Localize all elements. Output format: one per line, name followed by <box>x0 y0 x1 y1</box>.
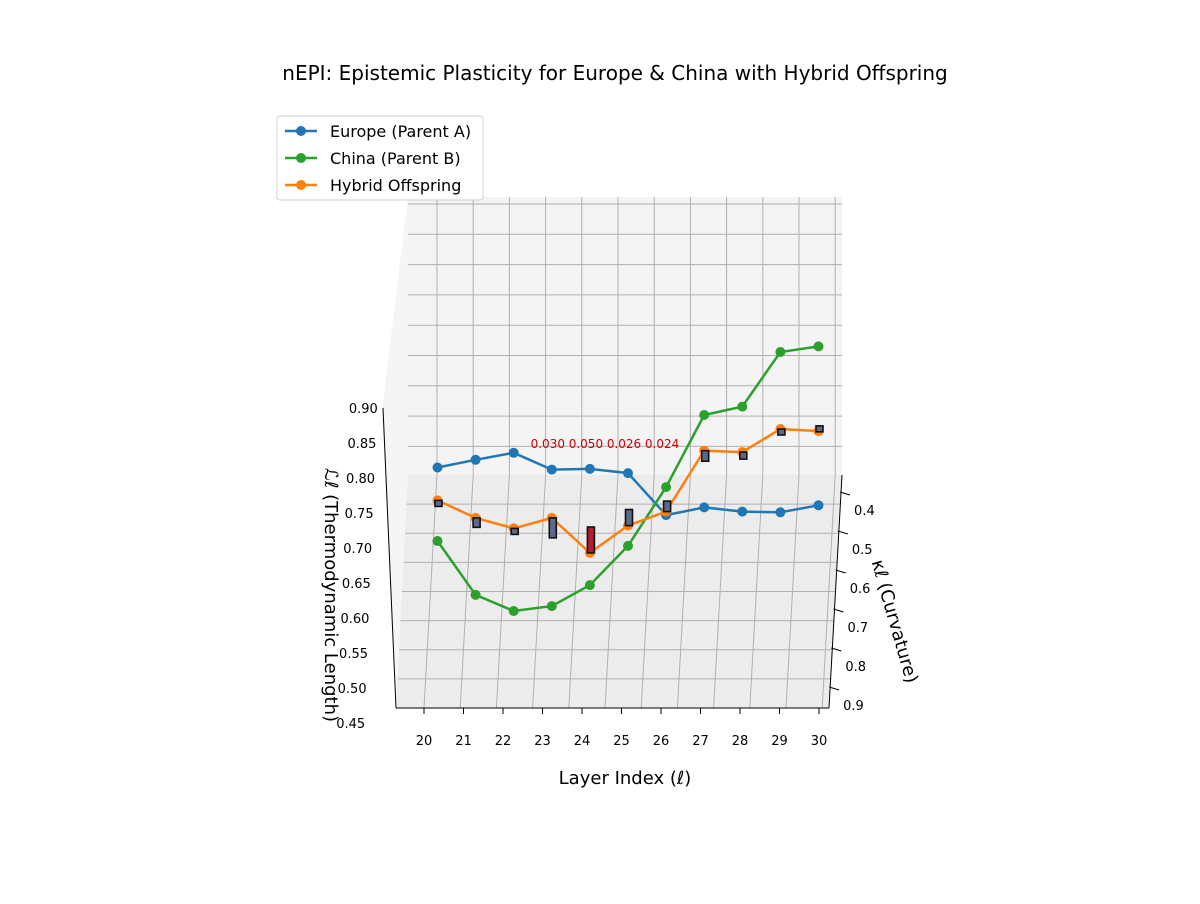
plasticity-bar <box>548 517 558 539</box>
kappa-tick <box>833 608 844 613</box>
axis-lines <box>382 407 843 709</box>
x-tick-label: 20 <box>416 734 433 749</box>
x-tick-label: 24 <box>574 734 591 749</box>
kappa-axis-label: κℓ (Curvature) <box>867 557 922 685</box>
z-tick-label: 0.55 <box>339 647 368 662</box>
grid-lines <box>397 197 842 709</box>
series-point <box>775 347 786 357</box>
series-point <box>432 536 443 546</box>
annotations: 0.030 0.050 0.026 0.024 <box>531 437 680 451</box>
z-tick-label: 0.65 <box>342 577 371 592</box>
series-point <box>699 502 710 513</box>
kappa-axis-line <box>828 474 843 709</box>
z-axis-label: ℒℓ (Thermodynamic Length) <box>320 468 341 722</box>
series-point <box>661 482 672 493</box>
kappa-tick <box>837 530 849 535</box>
z-axis-line <box>382 407 397 709</box>
kappa-tick <box>831 647 842 652</box>
series-point <box>623 540 633 551</box>
plasticity-bar <box>586 526 596 554</box>
plasticity-bar <box>510 527 520 536</box>
legend-entry-label: Europe (Parent A) <box>330 122 471 141</box>
annotation-label: 0.050 <box>569 437 603 451</box>
x-tick-label: 30 <box>811 734 828 749</box>
series-point <box>470 589 481 600</box>
x-tick-label: 22 <box>495 734 512 749</box>
kappa-tick <box>829 686 840 691</box>
series-point <box>813 341 824 352</box>
legend-swatch-marker <box>296 126 306 136</box>
legend-entry-label: Hybrid Offspring <box>330 176 461 195</box>
z-tick-label: 0.75 <box>345 507 374 522</box>
x-tick-labels: 20 21 22 23 24 25 26 27 28 29 30 <box>416 708 828 749</box>
legend-swatch-marker <box>296 180 306 190</box>
series-point <box>546 601 557 612</box>
kappa-tick <box>839 491 851 496</box>
series-point <box>584 463 595 474</box>
x-tick-label: 29 <box>771 734 788 749</box>
annotation-label: 0.024 <box>645 437 679 451</box>
series-point <box>775 507 786 518</box>
x-tick-label: 21 <box>455 734 472 749</box>
series-point <box>546 464 557 475</box>
x-tick-label: 23 <box>534 734 551 749</box>
series-point <box>470 454 481 465</box>
kappa-tick-label: 0.4 <box>854 504 875 519</box>
axes-panes <box>382 197 842 708</box>
z-tick-label: 0.85 <box>347 437 376 452</box>
x-tick-label: 25 <box>613 734 630 749</box>
series-point <box>813 500 824 511</box>
plasticity-bar <box>472 517 481 529</box>
annotation-label: 0.026 <box>607 437 641 451</box>
series-point <box>508 606 519 616</box>
plasticity-bars <box>434 425 824 554</box>
x-axis-label: Layer Index (ℓ) <box>559 768 692 789</box>
series-point <box>623 468 633 479</box>
plasticity-bar <box>700 449 710 463</box>
plasticity-bar <box>434 499 443 508</box>
x-tick-label: 27 <box>692 734 709 749</box>
plasticity-bar <box>662 500 672 513</box>
plasticity-bar <box>777 428 786 436</box>
kappa-tick-label: 0.9 <box>843 699 864 714</box>
z-tick-label: 0.80 <box>346 472 375 487</box>
z-tick-label: 0.90 <box>349 402 378 417</box>
series-point <box>508 447 519 458</box>
plasticity-bar <box>738 451 748 460</box>
legend-swatch-marker <box>296 153 306 163</box>
kappa-tick-label: 0.5 <box>852 543 873 558</box>
kappa-tick-label: 0.8 <box>845 660 866 675</box>
side-pane <box>382 197 408 708</box>
series-point <box>432 462 443 473</box>
annotation-label: 0.030 <box>531 437 565 451</box>
chart-title: nEPI: Epistemic Plasticity for Europe & … <box>282 61 947 85</box>
series-point <box>737 401 748 412</box>
series-point <box>699 410 710 420</box>
kappa-tick <box>835 569 846 574</box>
plasticity-bar <box>815 425 824 433</box>
plasticity-bar <box>624 508 634 527</box>
z-tick-label: 0.50 <box>338 682 367 697</box>
back-pane <box>408 197 842 475</box>
z-tick-label: 0.60 <box>340 612 369 627</box>
series-point <box>737 506 748 517</box>
z-tick-label: 0.45 <box>336 717 365 732</box>
x-tick-label: 28 <box>732 734 749 749</box>
z-tick-label: 0.70 <box>343 542 372 557</box>
x-tick-label: 26 <box>653 734 670 749</box>
legend-box <box>276 115 484 201</box>
kappa-tick-labels: 0.4 0.5 0.6 0.7 0.8 0.9 <box>829 491 875 714</box>
legend-entry-label: China (Parent B) <box>330 149 461 168</box>
z-tick-labels: 0.45 0.50 0.55 0.60 0.65 0.70 0.75 0.80 0.85 0.90 <box>336 402 378 732</box>
legend: Europe (Parent A) China (Parent B) Hybrid … <box>276 115 484 201</box>
series-point <box>584 580 595 591</box>
kappa-tick-label: 0.7 <box>848 621 869 636</box>
kappa-tick-label: 0.6 <box>850 582 871 597</box>
